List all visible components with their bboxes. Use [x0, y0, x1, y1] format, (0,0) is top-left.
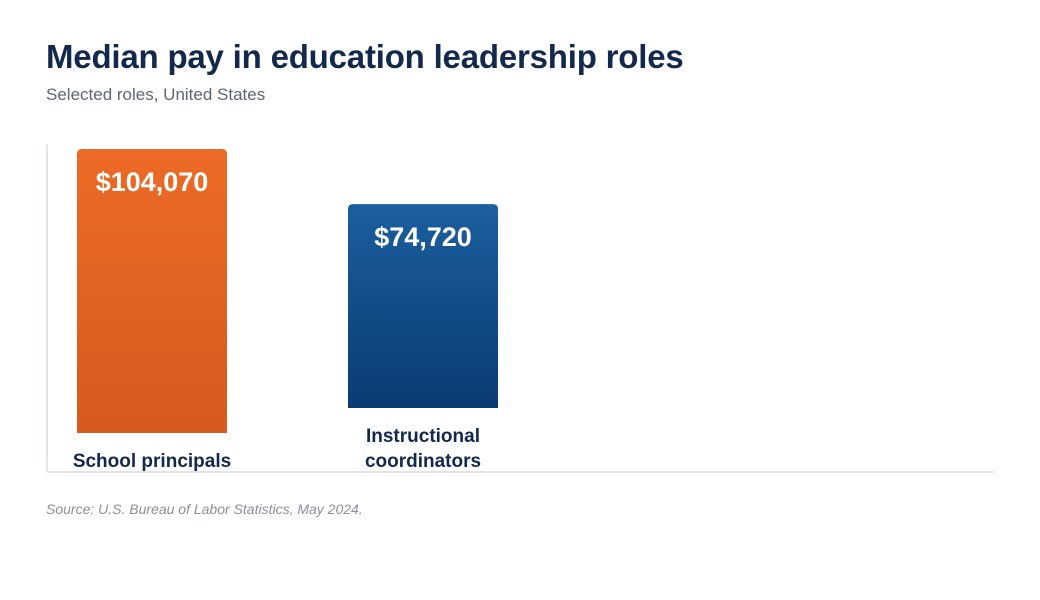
- chart-title: Median pay in education leadership roles: [46, 38, 684, 75]
- source-note: Source: U.S. Bureau of Labor Statistics,…: [46, 501, 363, 517]
- value-label-school-principals: $104,070: [96, 167, 209, 197]
- bar-school-principals: [77, 149, 227, 433]
- chart-subtitle: Selected roles, United States: [46, 85, 266, 104]
- category-label-instructional-coordinators: Instructional coordinators: [365, 426, 481, 472]
- bar-instructional-coordinators: [348, 204, 498, 408]
- value-label-instructional-coordinators: $74,720: [374, 222, 472, 252]
- category-label-school-principals: School principals: [73, 451, 231, 472]
